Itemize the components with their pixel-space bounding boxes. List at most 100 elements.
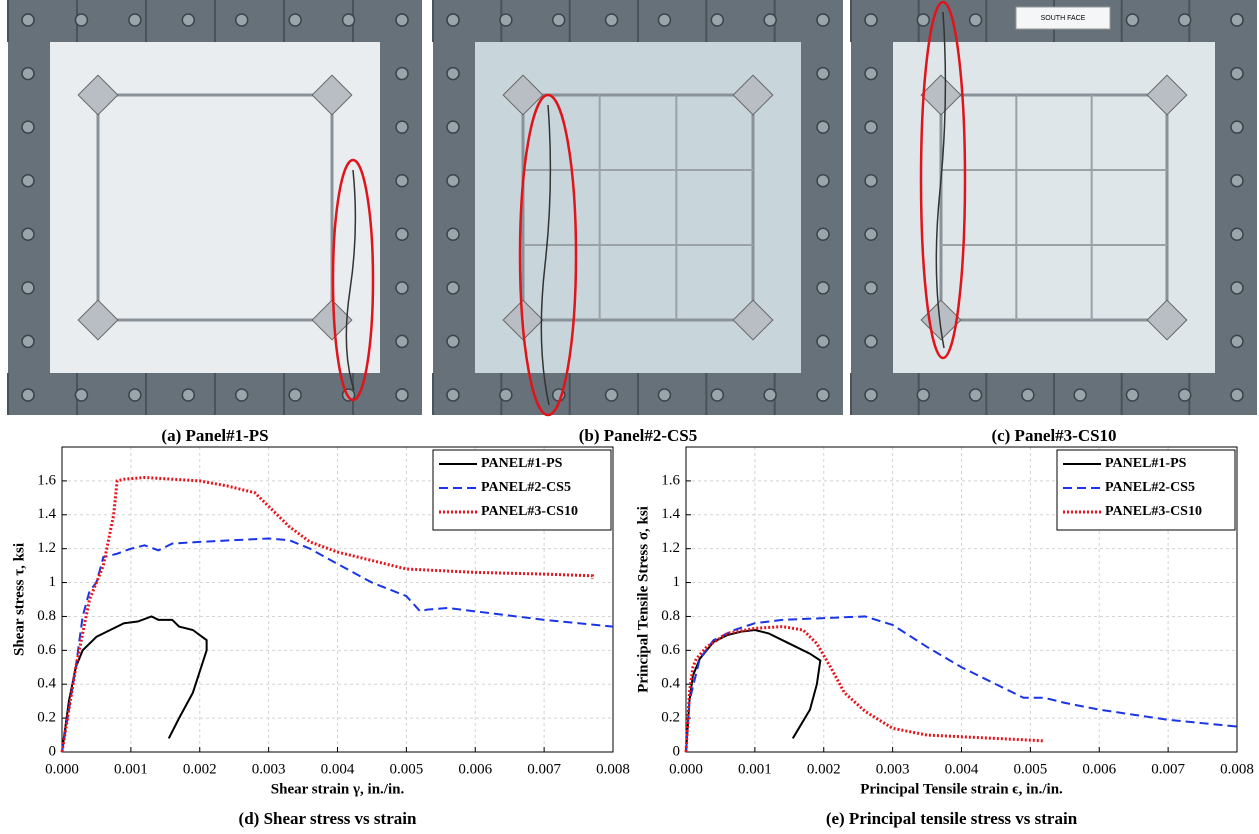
series-line [685, 615, 1238, 753]
crack [345, 169, 357, 391]
bolt [1230, 281, 1244, 295]
photo-caption: (b) Panel#2-CS5 [579, 426, 698, 445]
bolt [395, 388, 409, 402]
bolt [181, 13, 196, 27]
y-tick-label: 0.2 [661, 710, 680, 726]
corner-bracket [311, 74, 353, 116]
bolt [446, 334, 460, 349]
bolt [21, 120, 35, 134]
bolt [1021, 388, 1035, 402]
bolt [864, 66, 878, 81]
photo [432, 0, 843, 417]
x-tick-label: 0.002 [807, 761, 841, 777]
legend-label: PANEL#2-CS5 [481, 480, 571, 495]
bolt [395, 281, 409, 295]
sign-text: SOUTH FACE [1041, 15, 1086, 22]
photo-caption: (c) Panel#3-CS10 [991, 426, 1116, 445]
bolt [128, 13, 142, 27]
y-tick-label: 1 [49, 574, 57, 590]
x-tick-label: 0.006 [1082, 761, 1116, 777]
corner-bracket [1146, 74, 1188, 116]
legend-label: PANEL#1-PS [1105, 456, 1187, 471]
chart-caption: (e) Principal tensile stress vs strain [826, 809, 1078, 828]
legend-label: PANEL#1-PS [481, 456, 563, 471]
legend-label: PANEL#2-CS5 [1105, 480, 1195, 495]
y-tick-label: 1.6 [661, 472, 680, 488]
bolt [395, 13, 409, 27]
bolt [21, 173, 35, 188]
bolt [816, 120, 830, 134]
y-tick-label: 0.8 [37, 608, 56, 624]
crack [935, 11, 947, 349]
bolt [446, 227, 460, 242]
bolt [499, 388, 513, 402]
y-tick-label: 0 [673, 743, 681, 759]
bolt [710, 13, 725, 27]
y-tick-label: 0.8 [661, 608, 680, 624]
bolt [395, 227, 409, 242]
bolt [395, 173, 409, 188]
x-tick-label: 0.003 [876, 761, 910, 777]
y-tick-label: 0.2 [37, 710, 56, 726]
crack-highlight [331, 158, 375, 402]
bolt [1230, 66, 1244, 81]
bolt [1230, 13, 1244, 27]
instrument-frame [96, 93, 334, 322]
bolt [74, 13, 89, 27]
bolt [816, 173, 830, 188]
bolt [864, 13, 878, 27]
bolt [1230, 173, 1244, 188]
bolt [816, 334, 830, 349]
bolt [604, 388, 619, 402]
x-tick-label: 0.001 [114, 761, 148, 777]
corner-bracket [77, 74, 119, 116]
bolt [234, 388, 249, 402]
series-line [685, 628, 822, 753]
corner-bracket [1146, 299, 1188, 341]
series-line [61, 615, 208, 753]
y-tick-label: 1 [673, 574, 681, 590]
bolt [710, 388, 725, 402]
bolt [446, 388, 460, 402]
x-tick-label: 0.005 [1014, 761, 1048, 777]
crack-highlight [919, 0, 967, 360]
bolt [604, 13, 619, 27]
bolt [816, 281, 830, 295]
legend-label: PANEL#3-CS10 [1105, 504, 1202, 519]
bolt [763, 388, 777, 402]
y-tick-label: 0 [49, 743, 57, 759]
x-tick-label: 0.002 [183, 761, 217, 777]
y-tick-label: 0.4 [661, 676, 680, 692]
plot-border [685, 446, 1238, 753]
bolt [816, 388, 830, 402]
y-tick-label: 1.2 [661, 540, 680, 556]
bolt [1073, 388, 1087, 402]
x-axis-title: Principal Tensile strain ϵ, in./in. [860, 781, 1063, 797]
photo: SOUTH FACE [850, 0, 1257, 415]
bolt [916, 13, 931, 27]
x-axis-title: Shear strain γ, in./in. [271, 781, 405, 797]
instrument-frame [521, 93, 755, 322]
x-tick-label: 0.006 [458, 761, 492, 777]
bolt [234, 13, 249, 27]
bolt [446, 120, 460, 134]
x-tick-label: 0.000 [45, 761, 79, 777]
corner-bracket [732, 74, 774, 116]
plot-border [61, 446, 614, 753]
bolt [968, 13, 983, 27]
bolt [395, 66, 409, 81]
bolt [1125, 388, 1140, 402]
x-tick-label: 0.008 [1220, 761, 1254, 777]
y-tick-label: 1.4 [37, 506, 56, 522]
x-tick-label: 0.008 [596, 761, 630, 777]
bolt [864, 388, 878, 402]
bolt [499, 13, 513, 27]
bolt [21, 227, 35, 242]
bolt [446, 13, 460, 27]
bolt [395, 334, 409, 349]
corner-bracket [77, 299, 119, 341]
bolt [446, 66, 460, 81]
y-tick-label: 0.6 [37, 642, 56, 658]
bolt [1230, 334, 1244, 349]
